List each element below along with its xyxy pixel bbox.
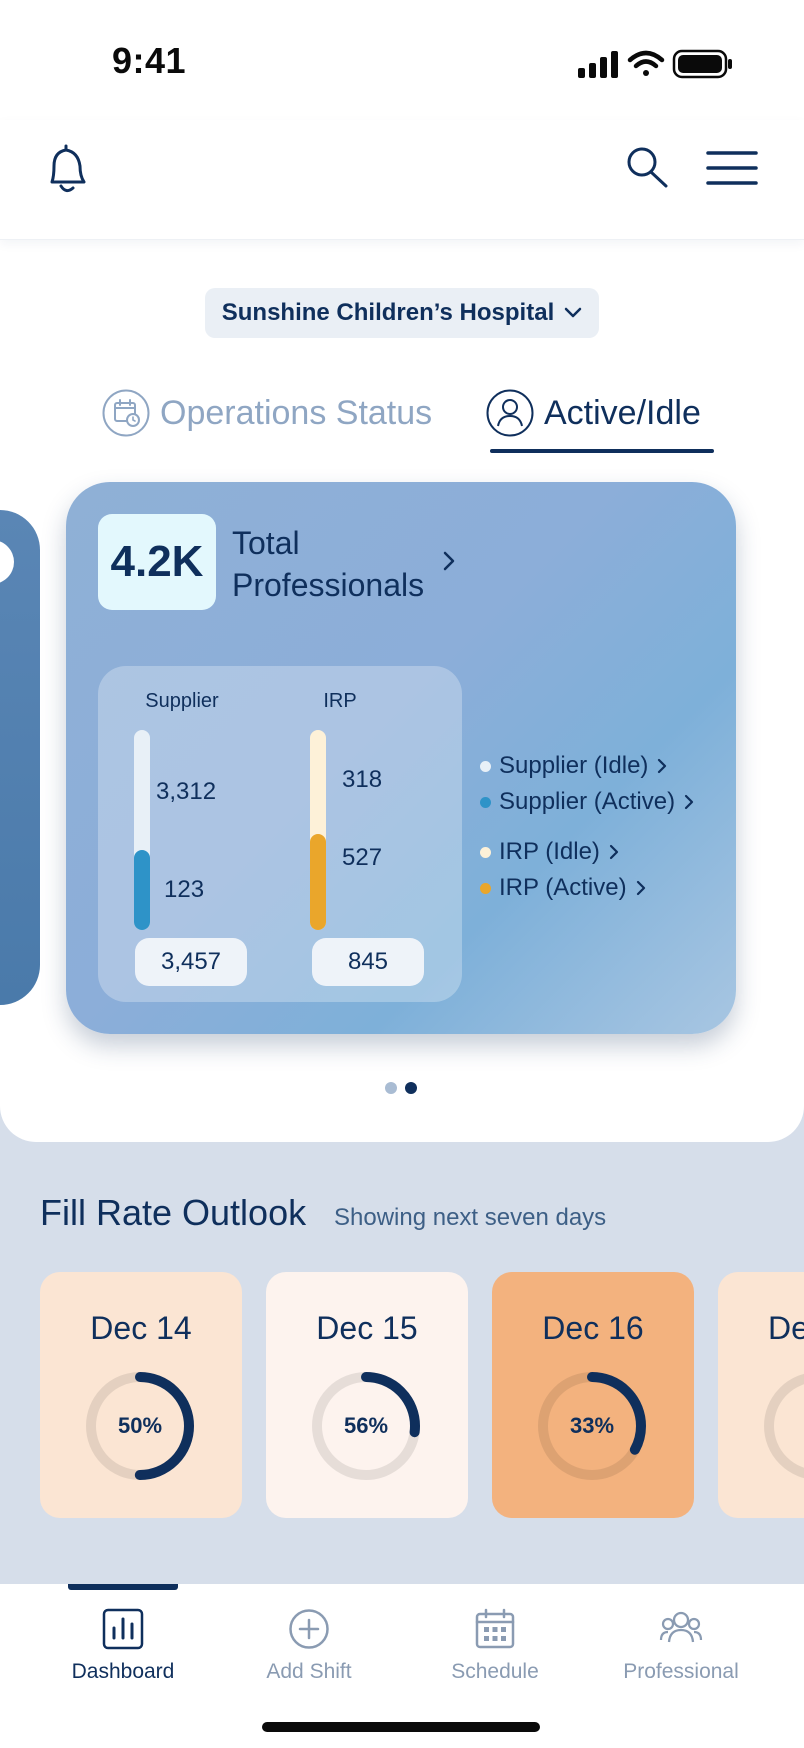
legend-label: Supplier (Idle)	[499, 752, 649, 779]
legend-irp-idle[interactable]: IRP (Idle)	[480, 838, 620, 866]
nav-label: Professional	[623, 1660, 739, 1683]
calendar-icon	[475, 1608, 515, 1649]
hospital-selector[interactable]: Sunshine Children’s Hospital	[205, 288, 599, 338]
wifi-icon	[627, 50, 665, 76]
tab-active-indicator	[490, 449, 714, 453]
day-card[interactable]: Dec 14 50%	[40, 1272, 242, 1518]
chevron-right-icon	[636, 880, 645, 896]
previous-card-badge	[0, 540, 14, 584]
fill-rate-ring	[538, 1372, 646, 1480]
chevron-right-icon	[609, 844, 619, 860]
legend-dot	[480, 882, 491, 894]
nav-label: Dashboard	[71, 1660, 175, 1683]
chevron-right-icon	[684, 794, 694, 810]
irp-active-fill	[310, 834, 326, 930]
legend-irp-active[interactable]: IRP (Active)	[480, 874, 647, 902]
tab-operations-status-label: Operations Status	[160, 393, 433, 432]
legend-supplier-active[interactable]: Supplier (Active)	[480, 788, 695, 816]
irp-active-value: 527	[342, 844, 383, 871]
bar-chart-icon	[102, 1608, 144, 1650]
supplier-active-fill	[134, 850, 150, 930]
day-card[interactable]: Dec 15 56%	[266, 1272, 468, 1518]
pager-dot-2[interactable]	[405, 1082, 417, 1094]
people-icon	[659, 1611, 703, 1643]
user-circle-icon	[486, 389, 534, 437]
battery-icon	[672, 49, 732, 79]
pager-dot-1[interactable]	[385, 1082, 397, 1094]
fill-rate-ring	[312, 1372, 420, 1480]
day-date: Dec 14	[90, 1310, 192, 1346]
supplier-active-value: 123	[164, 876, 205, 903]
supplier-idle-value: 3,312	[156, 778, 217, 805]
fill-rate-ring	[764, 1373, 804, 1479]
chevron-right-icon[interactable]	[442, 550, 456, 572]
total-professionals-value: 4.2K	[98, 514, 216, 610]
nav-dashboard[interactable]: Dashboard	[43, 1608, 203, 1684]
chevron-down-icon	[564, 307, 582, 318]
fill-rate-ring	[86, 1372, 194, 1480]
bell-icon[interactable]	[40, 142, 92, 198]
carousel-pager[interactable]	[385, 1082, 417, 1094]
legend-label: IRP (Active)	[499, 874, 627, 901]
cellular-signal-icon	[578, 51, 618, 78]
irp-idle-value: 318	[342, 766, 383, 793]
nav-label: Add Shift	[266, 1660, 352, 1683]
legend-dot	[480, 846, 491, 858]
nav-professional[interactable]: Professional	[601, 1608, 761, 1684]
hamburger-menu-icon[interactable]	[706, 150, 758, 186]
fill-rate-title: Fill Rate Outlook	[40, 1192, 307, 1233]
professionals-bars-panel: Supplier 3,312 123 3,457 IRP 318 527 845	[98, 666, 462, 1002]
day-date: Dec 15	[316, 1310, 418, 1346]
bottom-nav: Dashboard Add Shift Schedule Professio	[0, 1584, 804, 1748]
calendar-clock-icon	[102, 389, 150, 437]
legend-dot	[480, 796, 491, 808]
day-date: Dec 17	[768, 1310, 804, 1346]
status-icons	[578, 49, 732, 79]
irp-bar	[310, 730, 326, 930]
bar-title-irp: IRP	[323, 690, 357, 712]
chevron-right-icon	[658, 758, 667, 774]
top-sheet: 9:41	[0, 0, 804, 1142]
total-professionals-label[interactable]: Total Professionals	[232, 525, 425, 603]
search-icon[interactable]	[624, 144, 672, 192]
app-header	[0, 120, 804, 240]
day-card[interactable]: Dec 16 33%	[492, 1272, 694, 1518]
tab-active-idle[interactable]: Active/Idle	[486, 380, 701, 446]
fill-rate-percent: 5	[762, 1370, 804, 1482]
fill-rate-percent: 56%	[343, 1413, 389, 1438]
nav-add-shift[interactable]: Add Shift	[229, 1608, 389, 1684]
supplier-total: 3,457	[135, 938, 247, 986]
hospital-selector-value: Sunshine Children’s Hospital	[221, 299, 555, 326]
nav-schedule[interactable]: Schedule	[415, 1608, 575, 1684]
status-time: 9:41	[112, 40, 187, 81]
tab-operations-status[interactable]: Operations Status	[102, 380, 432, 446]
day-date: Dec 16	[542, 1310, 644, 1346]
legend-supplier-idle[interactable]: Supplier (Idle)	[480, 752, 668, 780]
irp-total: 845	[312, 938, 424, 986]
active-idle-card: 4.2K Total Professionals Supplier 3,312 …	[66, 482, 736, 1034]
nav-active-indicator	[68, 1584, 178, 1590]
legend-dot	[480, 760, 491, 772]
day-card[interactable]: Dec 17 5	[718, 1272, 804, 1518]
fill-rate-subtitle: Showing next seven days	[334, 1204, 607, 1231]
fill-rate-percent: 33%	[569, 1413, 615, 1438]
bar-title-supplier: Supplier	[145, 690, 219, 712]
legend-label: Supplier (Active)	[499, 788, 676, 815]
home-indicator	[262, 1722, 540, 1732]
fill-rate-percent: 50%	[117, 1413, 163, 1438]
legend-label: IRP (Idle)	[499, 838, 600, 865]
status-bar: 9:41	[0, 0, 804, 120]
supplier-bar	[134, 730, 150, 930]
plus-circle-icon	[289, 1609, 329, 1649]
previous-card-peek[interactable]	[0, 510, 40, 1005]
nav-label: Schedule	[451, 1660, 539, 1683]
tab-active-idle-label: Active/Idle	[544, 393, 701, 432]
